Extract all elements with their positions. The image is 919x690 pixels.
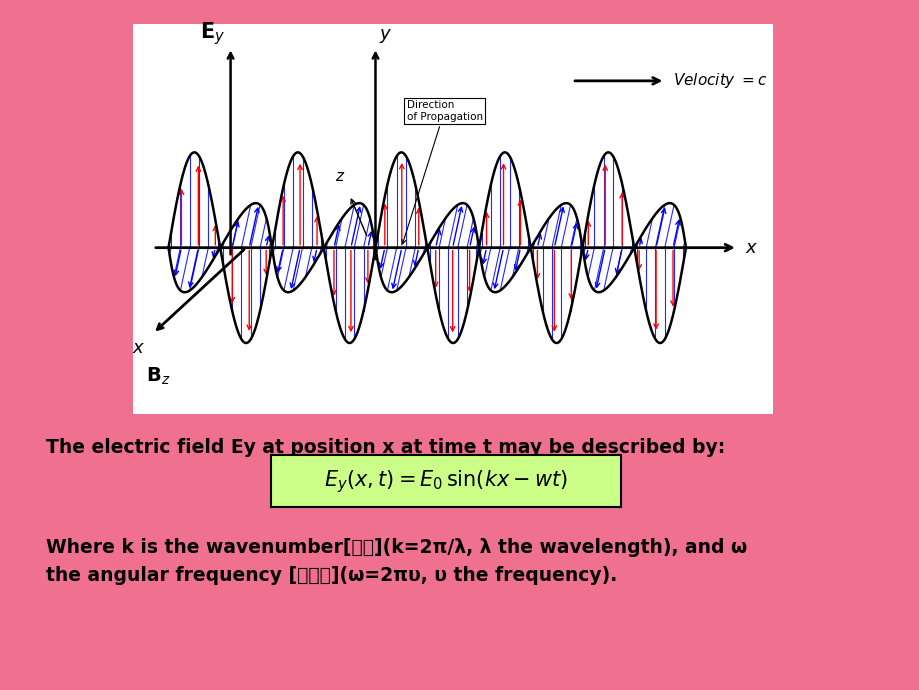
FancyBboxPatch shape (133, 24, 772, 414)
Text: x: x (131, 339, 142, 357)
Text: $\mathbf{E}_y$: $\mathbf{E}_y$ (199, 21, 225, 48)
Text: Direction
of Propagation: Direction of Propagation (402, 100, 482, 244)
Text: The electric field Ey at position x at time t may be described by:: The electric field Ey at position x at t… (46, 438, 724, 457)
Text: y: y (380, 25, 390, 43)
Text: $E_y(x,t) = E_0\,\mathrm{sin}(kx - wt)$: $E_y(x,t) = E_0\,\mathrm{sin}(kx - wt)$ (323, 468, 568, 495)
Text: x: x (744, 239, 755, 257)
Text: Velocity $= c$: Velocity $= c$ (673, 71, 767, 90)
Text: Where k is the wavenumber[波数](k=2π/λ, λ the wavelength), and ω
the angular frequ: Where k is the wavenumber[波数](k=2π/λ, λ … (46, 538, 746, 585)
Text: z: z (335, 168, 343, 184)
Text: $\mathbf{B}_z$: $\mathbf{B}_z$ (146, 366, 170, 387)
